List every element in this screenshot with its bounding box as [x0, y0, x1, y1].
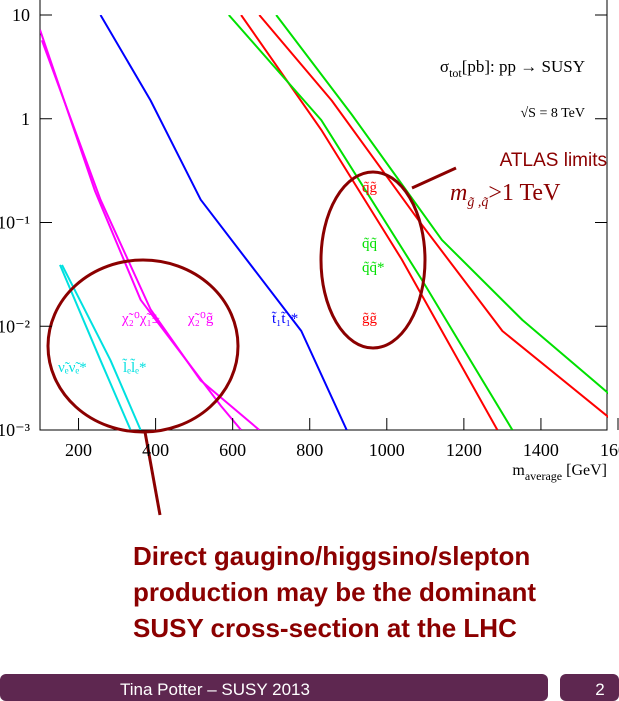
message-line: production may be the dominant: [133, 577, 536, 607]
curve-label: g̃g̃: [362, 311, 378, 327]
curve: [40, 29, 242, 430]
x-tick-label: 200: [65, 440, 92, 460]
x-tick-label: 600: [219, 440, 246, 460]
curve: [61, 264, 142, 430]
plot-frame: [39, 0, 608, 431]
x-axis-label: maverage [GeV]: [512, 462, 607, 483]
x-tick-label: 1400: [523, 440, 559, 460]
highlight-circle: [46, 258, 240, 434]
y-tick-label: 10⁻³: [0, 420, 31, 440]
x-tick-label: 1000: [369, 440, 405, 460]
curve-label: q̃q̃: [362, 236, 378, 252]
curve-label: ν̃ₑν̃ₑ*: [58, 360, 87, 376]
footer-bar: [0, 674, 548, 701]
subtitle: √S = 8 TeV: [520, 106, 585, 121]
y-tick-label: 10⁻²: [0, 316, 30, 336]
curve-label: q̃q̃*: [362, 260, 385, 276]
page-number: 2: [595, 680, 604, 699]
curve: [275, 15, 608, 395]
page-box: [560, 674, 619, 701]
curve: [59, 264, 132, 430]
pointer: [143, 431, 162, 516]
pointer: [411, 166, 457, 190]
x-tick-label: 1600: [600, 440, 619, 460]
curve: [240, 15, 499, 430]
footer-text: Tina Potter – SUSY 2013: [120, 680, 310, 699]
highlight-circle: [319, 170, 427, 350]
x-tick-label: 1200: [446, 440, 482, 460]
curve-label: χ̃₂⁰g̃: [187, 311, 214, 327]
chart-title: σtot[pb]: pp → SUSY: [440, 57, 585, 80]
limit-value: mg̃ ,q̃>1 TeV: [450, 180, 561, 210]
y-tick-label: 10: [12, 5, 30, 25]
x-tick-label: 400: [142, 440, 169, 460]
y-tick-label: 1: [21, 109, 30, 129]
x-tick-label: 800: [296, 440, 323, 460]
curve-label: l̃ₑl̃ₑ*: [122, 358, 146, 376]
curve: [99, 15, 348, 430]
message-line: SUSY cross-section at the LHC: [133, 613, 517, 643]
y-tick-label: 10⁻¹: [0, 213, 30, 233]
curve-label: χ̃₂⁰χ̃₁±: [121, 311, 160, 327]
curve: [228, 15, 514, 430]
limit-label: ATLAS limits: [500, 150, 607, 171]
curve-label: q̃g̃: [362, 180, 378, 196]
message-line: Direct gaugino/higgsino/slepton: [133, 541, 530, 571]
curve-label: t̃₁t̃₁*: [272, 311, 299, 327]
